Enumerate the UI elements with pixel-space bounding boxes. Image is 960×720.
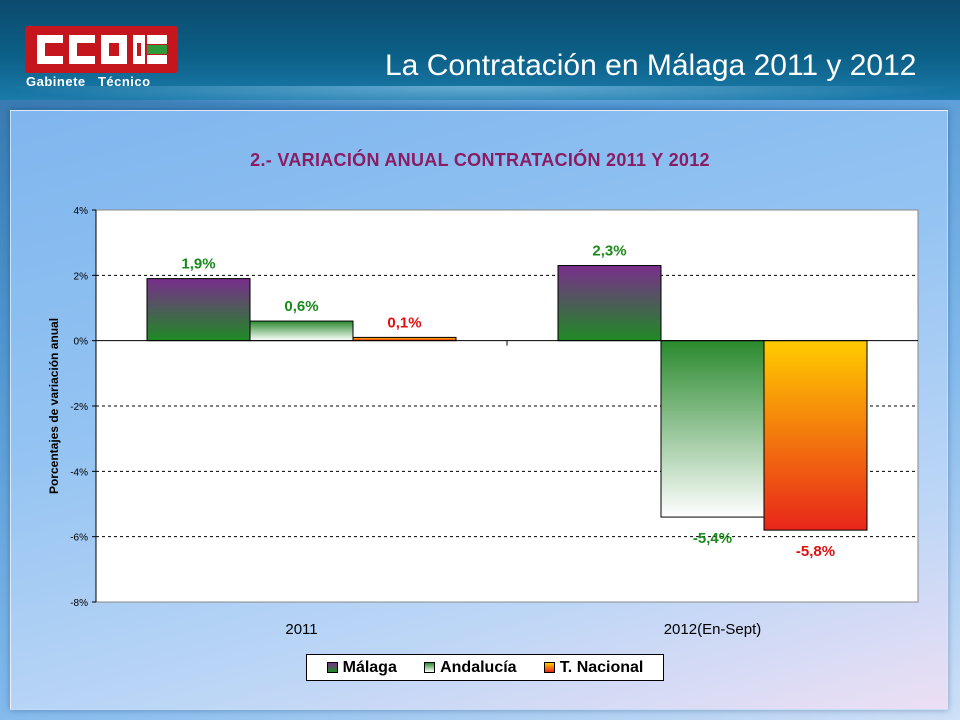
bar-malaga xyxy=(557,265,662,342)
legend: Málaga Andalucía T. Nacional xyxy=(306,654,664,681)
data-labels: 1,9% 0,6% 0,1% 2,3% -5,4% -5,8% xyxy=(181,243,835,561)
y-tick-label: -6% xyxy=(70,533,88,544)
x-axis-categories: 2011 2012(En-Sept) xyxy=(285,340,762,638)
legend-swatch-andalucia xyxy=(424,662,436,673)
legend-swatch-nacional xyxy=(543,662,555,673)
y-axis-label: Porcentajes de variación anual xyxy=(47,318,61,494)
y-tick-label: 0% xyxy=(74,337,89,348)
ccoo-logo xyxy=(25,26,178,73)
x-category-label: 2012(En-Sept) xyxy=(664,621,762,638)
legend-label-malaga: Málaga xyxy=(342,658,397,676)
legend-item-andalucia: Andalucía xyxy=(424,658,517,677)
y-tick-label: -8% xyxy=(70,598,88,609)
bars xyxy=(146,265,868,531)
y-axis-ticks: 4% 2% 0% -2% -4% -6% -8% xyxy=(70,206,96,609)
bar-andalucia xyxy=(660,340,765,518)
legend-label-andalucia: Andalucía xyxy=(440,658,517,676)
data-label-malaga: 1,9% xyxy=(181,256,215,273)
logo-subtitle: Gabinete Técnico xyxy=(26,74,151,89)
x-category-label: 2011 xyxy=(285,621,317,638)
data-label-andalucia: -5,4% xyxy=(693,530,732,547)
header-gloss xyxy=(0,86,960,108)
legend-label-nacional: T. Nacional xyxy=(559,658,644,676)
data-label-malaga: 2,3% xyxy=(592,243,626,260)
legend-item-malaga: Málaga xyxy=(326,658,397,677)
legend-item-nacional: T. Nacional xyxy=(543,658,644,677)
y-tick-label: -4% xyxy=(70,467,88,478)
bar-nacional xyxy=(763,340,868,531)
ccoo-logo-icon xyxy=(37,35,167,64)
y-tick-label: 2% xyxy=(74,271,89,282)
y-tick-label: 4% xyxy=(74,206,89,217)
chart-title: 2.- VARIACIÓN ANUAL CONTRATACIÓN 2011 Y … xyxy=(250,150,710,170)
data-label-nacional: -5,8% xyxy=(796,543,835,560)
bar-malaga xyxy=(146,278,251,342)
legend-swatch-malaga xyxy=(326,662,338,673)
y-tick-label: -2% xyxy=(70,402,88,413)
data-label-andalucia: 0,6% xyxy=(284,298,318,315)
slide-title: La Contratación en Málaga 2011 y 2012 xyxy=(385,49,917,82)
data-label-nacional: 0,1% xyxy=(387,314,421,331)
bar-andalucia xyxy=(249,320,354,342)
